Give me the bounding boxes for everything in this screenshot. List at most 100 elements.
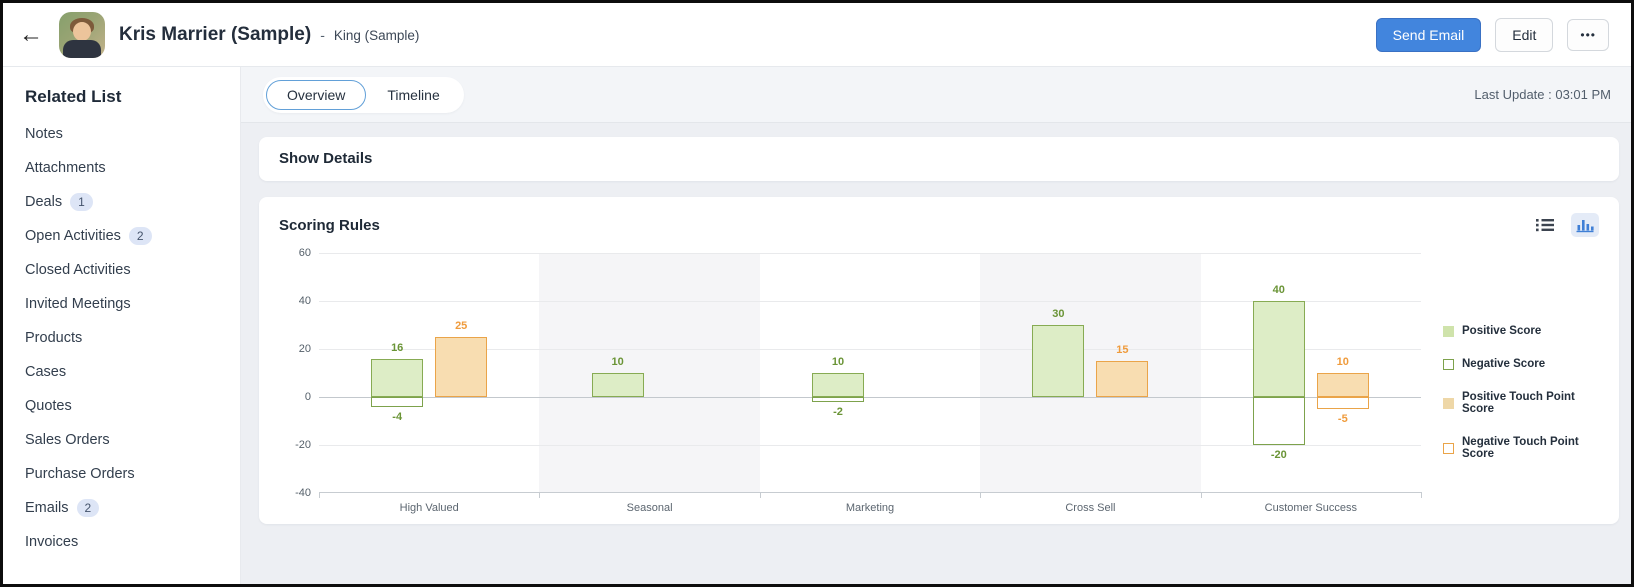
sidebar-item-purchase-orders[interactable]: Purchase Orders [25,457,240,491]
legend-label: Positive Touch Point Score [1462,391,1575,415]
more-actions-button[interactable]: ••• [1567,18,1609,51]
bar-positive-score-marketing[interactable] [812,373,864,397]
sidebar-item-open-activities[interactable]: Open Activities 2 [25,219,240,253]
legend-item-negative-score[interactable]: Negative Score [1443,358,1599,370]
scoring-chart: 60 40 20 0 -20 -40 16 10 10 30 40 -4 -2 -20 25 15 10 -5 H… [279,247,1599,514]
chart-category-axis: High Valued Seasonal Marketing Cross Sell Cu… [319,502,1421,514]
y-tick-label: 20 [298,343,311,355]
sidebar-item-label: Cases [25,364,67,380]
x-category-label: Customer Success [1264,502,1357,514]
account-name[interactable]: King (Sample) [333,27,420,43]
x-axis-tick [539,492,541,498]
send-email-button[interactable]: Send Email [1375,17,1482,52]
bar-negative-score-customer-success[interactable] [1252,397,1305,445]
y-tick-label: 0 [304,391,311,403]
bar-positive-score-seasonal[interactable] [591,373,644,397]
chart-view-icon[interactable] [1571,213,1599,237]
bar-negative-touch-point-score-customer-success[interactable] [1316,397,1369,409]
bar-value-label: 10 [611,356,624,368]
legend-item-positive-touch-point-score[interactable]: Positive Touch Point Score [1443,391,1599,415]
zero-gridline [319,397,1421,398]
y-tick-label: 40 [298,295,311,307]
list-view-icon[interactable] [1531,213,1559,237]
main-panel: Overview Timeline Last Update : 03:01 PM… [241,67,1631,584]
sidebar-item-label: Invited Meetings [25,296,131,312]
avatar-shirt [63,39,101,58]
scoring-rules-header: Scoring Rules [279,213,1599,237]
sidebar-item-notes[interactable]: Notes [25,117,240,151]
last-update-text: Last Update : 03:01 PM [1474,87,1611,102]
legend-item-negative-touch-point-score[interactable]: Negative Touch Point Score [1443,436,1599,460]
green-outline-swatch-icon [1443,358,1454,370]
y-tick-label: 60 [298,247,311,259]
sidebar-item-label: Products [25,330,83,346]
gridline [319,445,1421,446]
x-category-label: High Valued [399,502,459,514]
bar-positive-touch-point-score-high-valued[interactable] [435,337,488,397]
y-tick-label: -20 [295,439,311,451]
sidebar-item-label: Notes [25,126,63,142]
plot-band-cross-sell [980,253,1201,492]
bar-value-label: 15 [1116,344,1129,356]
sidebar-item-label: Purchase Orders [25,466,135,482]
sidebar-item-deals[interactable]: Deals 1 [25,185,240,219]
sidebar-item-invoices[interactable]: Invoices [25,525,240,559]
back-arrow-icon[interactable]: ← [17,19,45,51]
bar-value-label: 10 [831,356,845,368]
related-list-items: Notes Attachments Deals 1 Open Activities 2 Cl… [25,117,240,559]
bar-positive-score-high-valued[interactable] [371,358,424,397]
bar-positive-touch-point-score-cross-sell[interactable] [1096,361,1149,397]
x-axis-tick [319,492,320,498]
bar-value-label: -2 [833,405,843,418]
legend-label: Negative Touch Point Score [1462,436,1579,460]
sidebar-item-sales-orders[interactable]: Sales Orders [25,423,240,457]
title-separator: - [320,26,325,43]
sidebar-item-emails[interactable]: Emails 2 [25,491,240,525]
bar-negative-score-high-valued[interactable] [371,397,424,407]
sidebar-item-attachments[interactable]: Attachments [25,151,240,185]
bar-positive-score-cross-sell[interactable] [1032,325,1085,397]
x-category-label: Seasonal [626,502,673,514]
top-header: ← Kris Marrier (Sample) - King (Sample) … [3,3,1631,67]
sidebar-item-quotes[interactable]: Quotes [25,389,240,423]
gridline [319,253,1421,254]
bar-positive-touch-point-score-customer-success[interactable] [1316,373,1369,397]
green-fill-swatch-icon [1443,325,1454,337]
sidebar-item-count-badge: 2 [128,226,152,246]
sidebar-item-label: Attachments [25,160,106,176]
sidebar-item-label: Closed Activities [25,262,131,278]
view-tabs: Overview Timeline [263,76,464,113]
sidebar-item-label: Invoices [25,534,79,550]
legend-item-positive-score[interactable]: Positive Score [1443,325,1599,337]
edit-button[interactable]: Edit [1495,17,1554,52]
contact-avatar [59,11,105,58]
show-details-label[interactable]: Show Details [279,150,373,167]
show-details-card[interactable]: Show Details [259,137,1619,181]
gridline [319,349,1421,350]
tab-timeline[interactable]: Timeline [366,80,460,110]
sidebar-item-invited-meetings[interactable]: Invited Meetings [25,287,240,321]
sidebar-item-count-badge: 1 [70,192,93,212]
legend-label: Negative Score [1462,358,1546,370]
sidebar-item-cases[interactable]: Cases [25,355,240,389]
bar-positive-score-customer-success[interactable] [1252,301,1305,397]
body-row: Related List Notes Attachments Deals 1 Open … [3,67,1631,584]
bar-value-label: 10 [1336,356,1349,368]
sidebar-item-label: Sales Orders [25,432,110,448]
chart-legend: Positive Score Negative Score Positive Tou… [1421,253,1599,514]
content-area: Show Details Scoring Rules [241,123,1631,584]
tab-bar: Overview Timeline Last Update : 03:01 PM [241,67,1631,123]
scoring-view-toggle [1531,213,1599,237]
x-axis-tick [1200,492,1202,498]
x-axis-tick [980,492,982,498]
tab-overview[interactable]: Overview [266,79,367,110]
sidebar-item-label: Emails [25,500,69,516]
sidebar-item-label: Deals [25,194,63,210]
bar-negative-score-marketing[interactable] [812,397,864,402]
sidebar-item-closed-activities[interactable]: Closed Activities [25,253,240,287]
sidebar-item-products[interactable]: Products [25,321,240,355]
contact-name: Kris Marrier (Sample) [119,23,312,45]
chart-plot-area: 60 40 20 0 -20 -40 16 10 10 30 40 -4 -2 -20 25 15 10 -5 [295,247,1422,499]
record-title: Kris Marrier (Sample) - King (Sample) [119,24,419,46]
